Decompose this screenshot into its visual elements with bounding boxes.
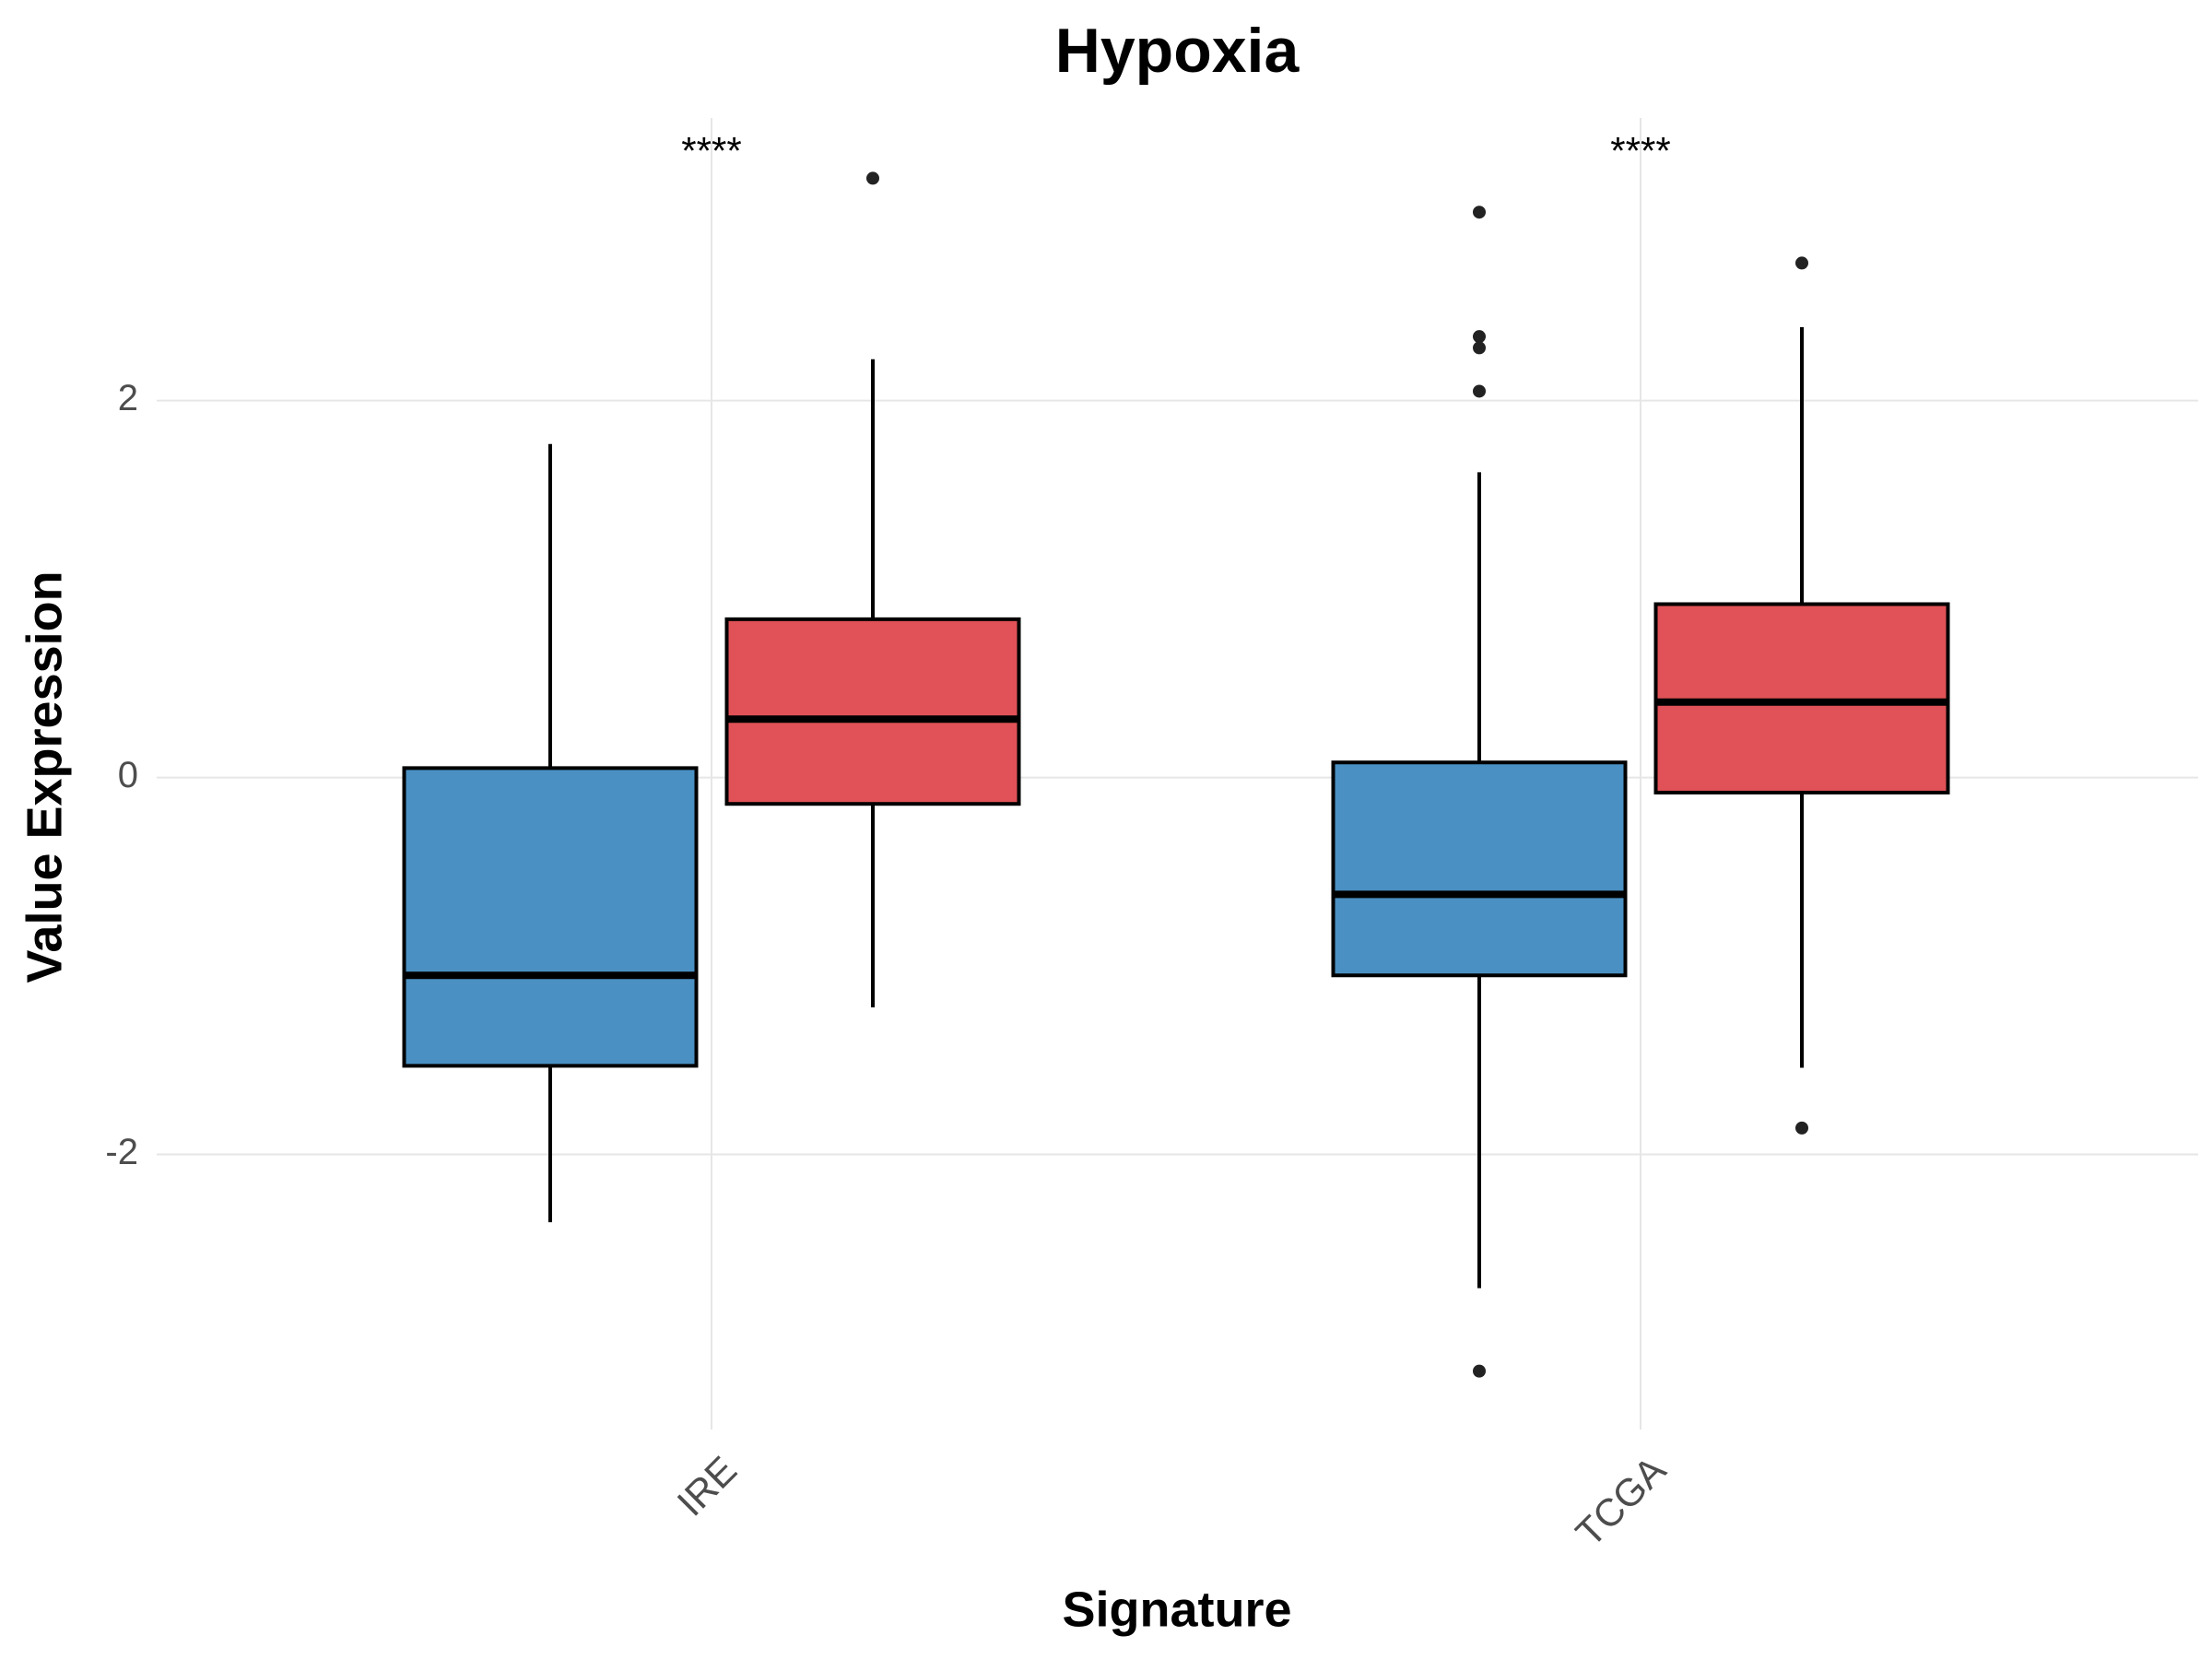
outlier: [1473, 384, 1486, 398]
chart-title: Hypoxia: [1055, 16, 1300, 86]
y-axis-title: Value Expression: [17, 571, 72, 982]
x-tick-label: IRE: [668, 1448, 745, 1524]
box: [724, 617, 1021, 806]
box: [1653, 602, 1950, 794]
outlier: [1795, 256, 1808, 270]
y-tick-label: -2: [105, 1132, 138, 1172]
box: [1331, 760, 1628, 978]
significance-label: ****: [681, 129, 741, 172]
y-tick-label: 0: [118, 755, 138, 795]
y-tick-label: 2: [118, 378, 138, 418]
outlier: [1473, 206, 1486, 219]
significance-label: ****: [1610, 129, 1670, 172]
outlier: [1473, 1364, 1486, 1378]
x-tick-label: TCGA: [1567, 1448, 1674, 1555]
outlier: [1795, 1121, 1808, 1135]
box: [402, 766, 699, 1068]
outlier: [1473, 341, 1486, 355]
x-axis-title: Signature: [1062, 1582, 1291, 1637]
outlier: [866, 171, 879, 185]
outlier: [1473, 330, 1486, 344]
